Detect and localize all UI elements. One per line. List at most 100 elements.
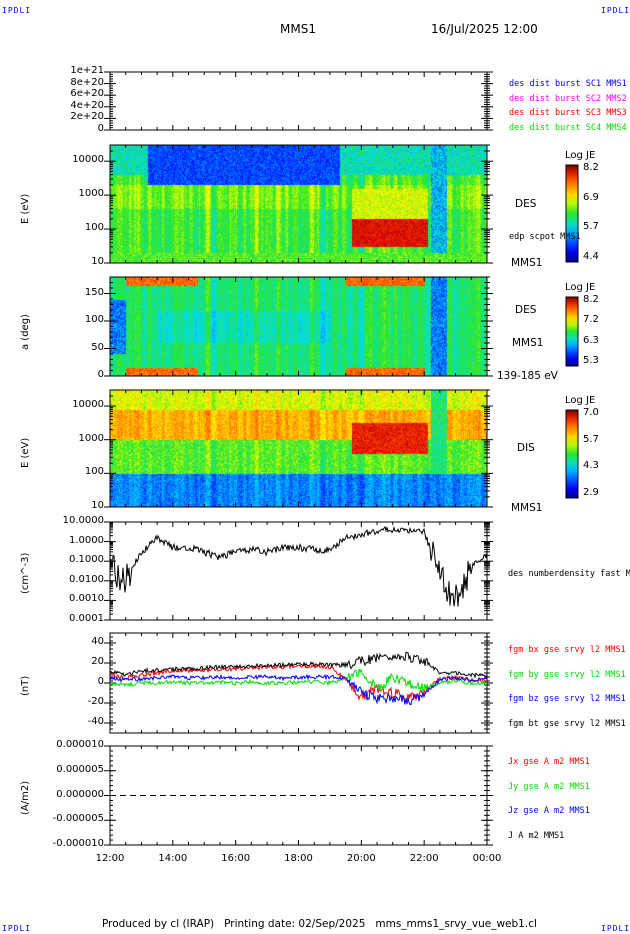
legend-entry: des dist burst SC4 MMS4 [509, 122, 627, 133]
series-line-bz [110, 673, 487, 706]
ytick-label: 4e+20 [70, 99, 104, 111]
series-line-bt [110, 651, 487, 679]
legend-entry: fgm by gse srvy l2 MMS1 [508, 669, 626, 680]
y-axis-label: (A/m2) [20, 781, 31, 816]
xtick-label: 22:00 [409, 853, 439, 864]
ytick-label: -20 [87, 696, 104, 707]
panel-frame-4 [109, 389, 488, 508]
ytick-label: 150 [84, 286, 104, 298]
y-axis-label: (cm^-3) [20, 552, 31, 595]
spacecraft-title: MMS1 [280, 22, 316, 36]
ytick-label: 0.0100 [69, 573, 104, 585]
spectrogram-panel-3 [110, 277, 487, 376]
legend-entry: edp scpot MMS1 [509, 232, 581, 242]
colorbar-tick-label: 4.4 [583, 251, 599, 262]
panel-frame-6 [109, 632, 488, 734]
colorbar-tick-label: 5.7 [583, 221, 599, 233]
ipdli-logo-bottom-left: IPDLI [2, 924, 32, 933]
xtick-label: 16:00 [221, 853, 251, 864]
xtick-label: 12:00 [95, 853, 125, 864]
xtick-label: 18:00 [284, 853, 313, 864]
ytick-label: 10 [91, 500, 104, 511]
legend-entry: DIS [517, 442, 535, 454]
ytick-label: 10000 [72, 399, 104, 411]
ytick-label: 1e+21 [70, 65, 104, 76]
xtick-label: 00:00 [472, 853, 502, 864]
ipdli-logo-top-left: IPDLI [2, 6, 32, 15]
y-axis-label: E (eV) [20, 438, 31, 469]
ytick-label: 1000 [78, 188, 104, 200]
ytick-label: 10000 [72, 154, 104, 166]
ytick-label: 50 [91, 341, 104, 353]
ytick-label: 2e+20 [70, 111, 104, 123]
legend-entry: des dist burst SC3 MMS3 [509, 108, 627, 118]
legend-entry: MMS1 [511, 502, 543, 514]
colorbar-title: Log JE [565, 395, 596, 406]
colorbar-tick-label: 6.9 [583, 191, 599, 203]
legend-entry: des dist burst SC2 MMS2 [509, 93, 627, 104]
legend-entry: MMS1 [511, 257, 543, 269]
spectrogram-panel-4 [110, 390, 487, 507]
legend-entry: Jx gse A m2 MMS1 [508, 757, 590, 767]
ytick-label: 0.0001 [69, 613, 104, 624]
ytick-label: 8e+20 [70, 76, 104, 88]
colorbar-tick-label: 5.7 [583, 433, 599, 445]
ytick-label: 0.000010 [56, 739, 104, 750]
colorbar-tick-label: 4.3 [583, 460, 599, 472]
ytick-label: -0.000010 [52, 838, 104, 849]
colorbar [565, 164, 579, 263]
colorbar-title: Log JE [565, 150, 596, 161]
footer-text: Produced by cl (IRAP) Printing date: 02/… [102, 918, 537, 930]
colorbar-tick-label: 7.2 [583, 314, 599, 326]
ytick-label: 1.0000 [69, 534, 104, 546]
colorbar-tick-label: 8.2 [583, 162, 599, 173]
colorbar [565, 409, 579, 499]
ipdli-logo-bottom-right: IPDLI [601, 924, 630, 933]
ytick-label: 1000 [78, 432, 104, 444]
panel-frame-2 [109, 144, 488, 264]
panel-frame-1 [109, 71, 488, 131]
colorbar-tick-label: 6.3 [583, 334, 599, 346]
y-axis-label: a (deg) [20, 313, 31, 350]
colorbar-tick-label: 7.0 [583, 407, 599, 418]
colorbar-tick-label: 8.2 [583, 294, 599, 305]
plot-datetime: 16/Jul/2025 12:00 [431, 22, 538, 36]
y-axis-label: (nT) [20, 675, 31, 697]
series-line-bx [110, 663, 487, 703]
legend-entry: fgm bx gse srvy l2 MMS1 [508, 645, 626, 655]
legend-entry: DES [515, 198, 537, 210]
xtick-label: 14:00 [158, 853, 188, 864]
ytick-label: 0.000005 [56, 763, 104, 775]
legend-entry: J A m2 MMS1 [508, 830, 565, 841]
legend-entry: MMS1 [512, 337, 544, 349]
series-line-by [110, 668, 487, 693]
colorbar-tick-label: 2.9 [583, 487, 599, 498]
ipdli-logo-top-right: IPDLI [601, 6, 630, 15]
legend-entry: des dist burst SC1 MMS1 [509, 79, 627, 89]
ytick-label: 100 [84, 222, 104, 234]
ytick-label: -0.000005 [52, 813, 104, 825]
ytick-label: 0 [97, 369, 104, 380]
spectrogram-panel-2 [110, 145, 487, 263]
legend-entry: 139-185 eV [497, 370, 558, 382]
colorbar-tick-label: 5.3 [583, 355, 599, 366]
legend-entry: fgm bt gse srvy l2 MMS1 [508, 718, 626, 729]
colorbar [565, 296, 579, 367]
ytick-label: 0.0010 [69, 593, 104, 605]
legend-entry: fgm bz gse srvy l2 MMS1 [508, 694, 626, 704]
panel-frame-5 [109, 521, 488, 621]
colorbar-title: Log JE [565, 282, 596, 293]
ytick-label: 10.0000 [62, 515, 104, 526]
ytick-label: 10 [91, 256, 104, 267]
xtick-label: 20:00 [346, 853, 376, 864]
panel-frame-3 [109, 276, 488, 377]
legend-entry: Jy gse A m2 MMS1 [508, 781, 590, 792]
ytick-label: 0.000000 [56, 788, 104, 800]
series-line-numberdensity [110, 525, 487, 607]
footer-credit: Produced by cl (IRAP) Printing date: 02/… [102, 918, 537, 930]
y-axis-label: E (eV) [20, 193, 31, 224]
ytick-label: 100 [84, 466, 104, 478]
ytick-label: 20 [91, 656, 104, 667]
ytick-label: 40 [91, 636, 104, 647]
